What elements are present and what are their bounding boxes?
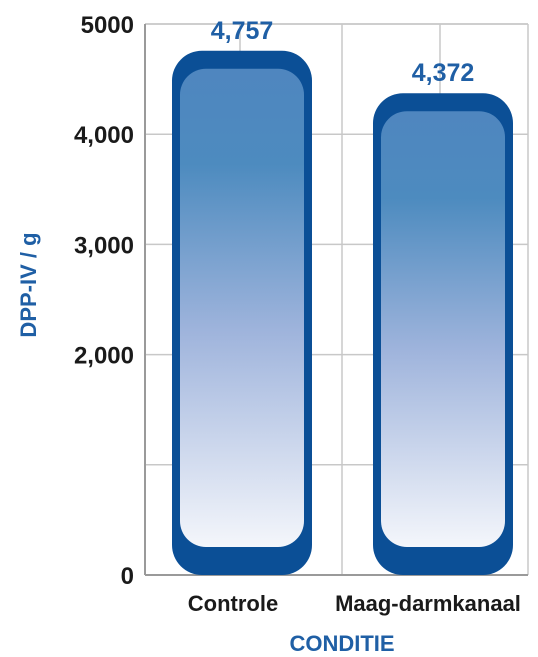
- bar-value-label: 4,757: [211, 17, 274, 45]
- y-axis-title: DPP-IV / g: [16, 232, 41, 337]
- x-axis-title: CONDITIE: [289, 631, 394, 656]
- bar-fill: [180, 68, 304, 548]
- y-tick-label: 3,000: [74, 232, 134, 259]
- labels: 0 2,000 3,000 4,000 5000 4,757 Controle 4,372 Ma…: [74, 12, 521, 616]
- bar-value-label: 4,372: [412, 59, 475, 87]
- bar-2: [373, 93, 513, 575]
- y-tick-label: 4,000: [74, 122, 134, 149]
- bars: [172, 50, 513, 575]
- x-category-label: Maag-darmkanaal: [335, 591, 521, 616]
- x-category-label: Controle: [188, 591, 278, 616]
- y-tick-label: 5000: [81, 12, 134, 39]
- y-tick-label: 0: [121, 563, 134, 590]
- bar-1: [172, 50, 312, 575]
- bar-fill: [381, 111, 505, 547]
- y-tick-label: 2,000: [74, 343, 134, 370]
